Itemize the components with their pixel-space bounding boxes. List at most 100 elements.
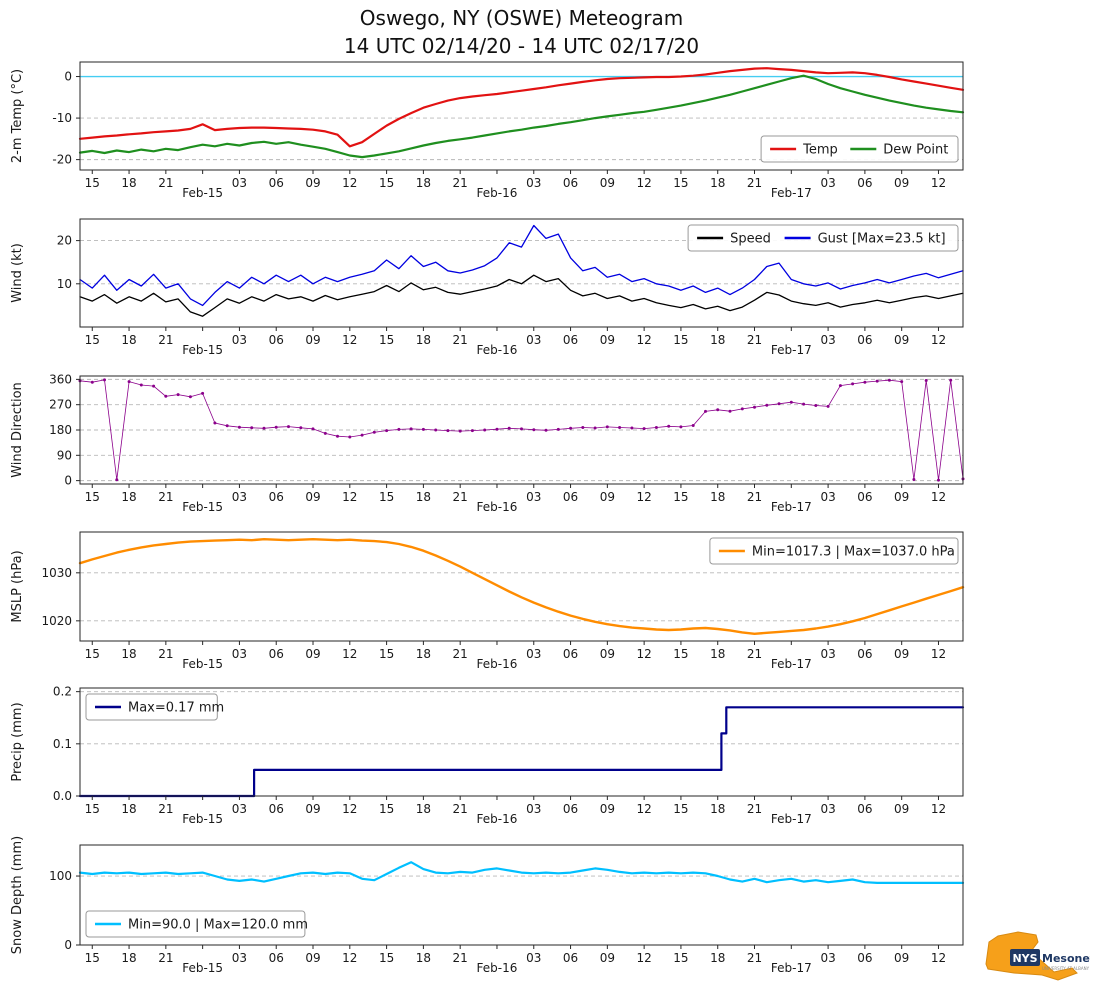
- x-tick-label: Feb-16: [477, 343, 518, 357]
- marker-wind-direction: [826, 404, 830, 408]
- x-tick-label: 12: [342, 490, 357, 504]
- x-tick-label: 18: [121, 647, 136, 661]
- marker-wind-direction: [887, 378, 891, 382]
- x-tick-label: 18: [710, 802, 725, 816]
- x-tick-label: Feb-17: [771, 657, 812, 671]
- x-tick-label: 15: [673, 647, 688, 661]
- x-tick-label: 15: [379, 490, 394, 504]
- marker-wind-direction: [237, 425, 241, 429]
- x-tick-label: 09: [600, 333, 615, 347]
- x-tick-label: 18: [710, 951, 725, 965]
- panel-mslp: 1030 1020 15 18 21 Feb-15 03 06 09 12 15 18 21 Feb-16…: [10, 531, 965, 671]
- x-tick-label: 21: [747, 951, 762, 965]
- x-tick-label: 06: [857, 176, 872, 190]
- x-tick-label: 09: [305, 176, 320, 190]
- series-gust: [79, 224, 964, 307]
- y-tick-label: 0: [64, 938, 72, 952]
- x-tick-label: 03: [232, 490, 247, 504]
- x-tick-label: 18: [710, 176, 725, 190]
- marker-wind-direction: [912, 478, 916, 481]
- x-tick-label: 15: [673, 951, 688, 965]
- legend-label: Speed: [730, 232, 771, 247]
- x-tick-label: 21: [453, 951, 468, 965]
- x-tick-label: Feb-16: [477, 186, 518, 200]
- marker-wind-direction: [103, 378, 106, 382]
- marker-wind-direction: [470, 429, 474, 433]
- x-tick-label: 09: [305, 490, 320, 504]
- nys-mesonet-logo: NYS Mesonet UNIVERSITY AT ALBANY: [985, 931, 1090, 981]
- x-tick-label: 09: [894, 951, 909, 965]
- x-tick-label: 06: [563, 647, 578, 661]
- x-tick-label: 21: [453, 802, 468, 816]
- x-tick-label: 15: [673, 802, 688, 816]
- x-tick-label: 15: [673, 490, 688, 504]
- x-tick-label: Feb-16: [477, 961, 518, 975]
- x-tick-label: 03: [526, 333, 541, 347]
- panel-precip: 0.2 0.1 0.0 15 18 21 Feb-15 03 06 09 12 15 18 21 Feb-1…: [10, 685, 965, 826]
- y-tick-label: 20: [57, 234, 72, 248]
- x-tick-label: Feb-17: [771, 812, 812, 826]
- legend-box: [687, 224, 959, 252]
- x-tick-label: 03: [232, 176, 247, 190]
- x-tick-label: 15: [379, 802, 394, 816]
- y-tick-label: 0: [64, 70, 72, 84]
- x-tick-label: 12: [342, 333, 357, 347]
- marker-wind-direction: [704, 409, 707, 413]
- panel-snow-depth: 100 0 15 18 21 Feb-15 03 06 09 12 15 18 21 Feb-16 03 06…: [10, 836, 965, 975]
- x-tick-label: 15: [379, 647, 394, 661]
- marker-wind-direction: [127, 380, 131, 384]
- x-tick-label: 12: [931, 176, 946, 190]
- series-speed: [79, 274, 964, 317]
- marker-wind-direction: [777, 402, 781, 406]
- marker-wind-direction: [605, 425, 609, 429]
- x-tick-label: 09: [894, 490, 909, 504]
- marker-wind-direction: [618, 426, 622, 429]
- x-tick-label: Feb-16: [477, 500, 518, 514]
- x-tick-label: 06: [563, 176, 578, 190]
- x-tick-label: 12: [342, 647, 357, 661]
- x-tick-label: 06: [269, 176, 284, 190]
- series-snow-depth: [78, 861, 965, 884]
- x-tick-label: 15: [379, 333, 394, 347]
- x-tick-label: 09: [600, 176, 615, 190]
- y-tick-label: 180: [49, 423, 72, 437]
- x-tick-label: 21: [453, 490, 468, 504]
- x-tick-label: 03: [820, 802, 835, 816]
- x-tick-label: Feb-15: [182, 500, 223, 514]
- legend-box: [85, 910, 306, 938]
- x-tick-label: 03: [232, 647, 247, 661]
- y-tick-label: 0.2: [53, 685, 72, 699]
- x-tick-label: Feb-15: [182, 343, 223, 357]
- x-tick-label: Feb-17: [771, 343, 812, 357]
- marker-wind-direction: [691, 424, 695, 427]
- x-tick-label: 03: [820, 490, 835, 504]
- marker-wind-direction: [176, 393, 180, 397]
- marker-wind-direction: [520, 427, 523, 431]
- x-tick-label: Feb-15: [182, 657, 223, 671]
- legend-label: Max=0.17 mm: [128, 701, 224, 716]
- marker-wind-direction: [213, 421, 217, 425]
- marker-wind-direction: [188, 395, 192, 399]
- y-tick-label: 0.1: [53, 737, 72, 751]
- marker-wind-direction: [851, 382, 855, 386]
- marker-wind-direction: [802, 402, 806, 406]
- x-tick-label: 12: [931, 951, 946, 965]
- x-tick-label: 21: [158, 490, 173, 504]
- marker-wind-direction: [323, 431, 327, 435]
- marker-wind-direction: [397, 427, 401, 431]
- y-axis-label: 2-m Temp (°C): [10, 69, 25, 163]
- x-tick-label: 18: [710, 333, 725, 347]
- marker-wind-direction: [949, 378, 953, 382]
- x-tick-label: 15: [85, 490, 100, 504]
- x-tick-label: Feb-16: [477, 657, 518, 671]
- marker-wind-direction: [728, 409, 732, 413]
- x-tick-label: 06: [563, 333, 578, 347]
- x-tick-label: 06: [563, 951, 578, 965]
- marker-wind-direction: [593, 426, 597, 430]
- x-tick-label: 03: [232, 333, 247, 347]
- x-tick-label: 09: [305, 951, 320, 965]
- x-tick-label: 12: [931, 647, 946, 661]
- y-tick-label: 10: [57, 277, 72, 291]
- x-tick-label: 09: [600, 802, 615, 816]
